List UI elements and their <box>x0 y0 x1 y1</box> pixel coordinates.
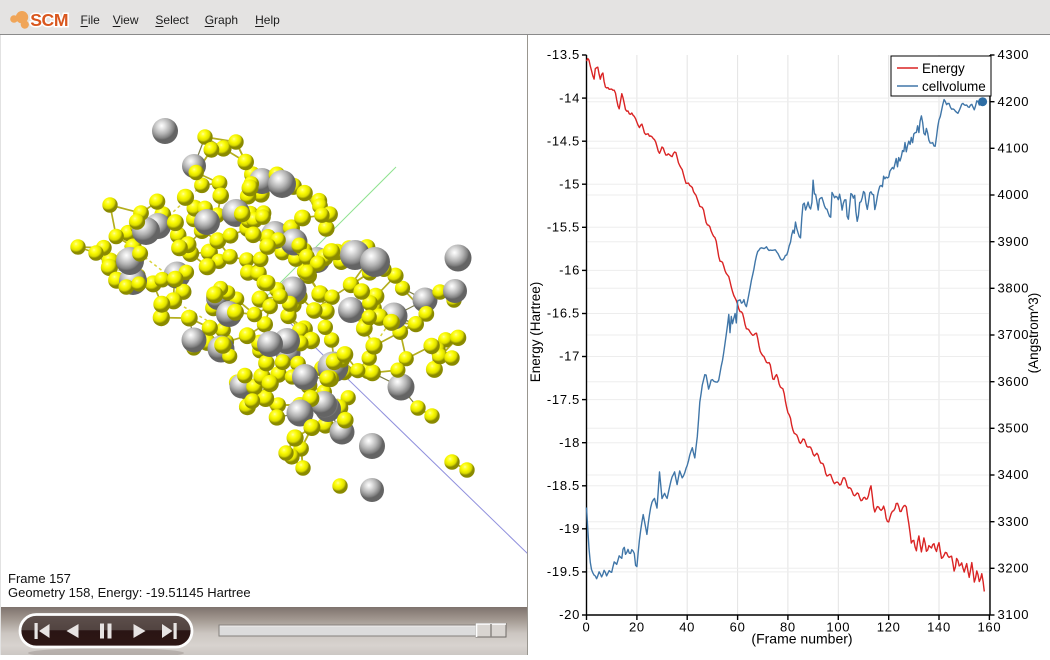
svg-text:4300: 4300 <box>998 47 1030 62</box>
svg-text:3600: 3600 <box>998 374 1030 389</box>
svg-text:160: 160 <box>978 620 1002 635</box>
svg-text:Energy (Hartree): Energy (Hartree) <box>529 282 543 383</box>
svg-text:3700: 3700 <box>998 327 1030 342</box>
svg-text:4000: 4000 <box>998 187 1030 202</box>
svg-text:-13.5: -13.5 <box>547 47 580 62</box>
svg-text:60: 60 <box>730 620 746 635</box>
svg-text:4100: 4100 <box>998 141 1030 156</box>
svg-text:3100: 3100 <box>998 607 1030 622</box>
svg-text:3200: 3200 <box>998 561 1030 576</box>
svg-text:-16: -16 <box>559 263 580 278</box>
svg-text:3400: 3400 <box>998 467 1030 482</box>
svg-text:4200: 4200 <box>998 94 1030 109</box>
svg-text:-14: -14 <box>559 90 580 105</box>
svg-text:(Angstrom^3): (Angstrom^3) <box>1026 293 1041 374</box>
svg-text:-17.5: -17.5 <box>547 392 580 407</box>
svg-text:(Frame number): (Frame number) <box>751 631 852 647</box>
svg-text:-18.5: -18.5 <box>547 478 580 493</box>
svg-text:Energy: Energy <box>922 61 965 76</box>
svg-text:SCM: SCM <box>30 10 68 30</box>
svg-text:-19.5: -19.5 <box>547 564 580 579</box>
svg-text:3500: 3500 <box>998 421 1030 436</box>
svg-text:0: 0 <box>583 620 591 635</box>
svg-text:140: 140 <box>927 620 951 635</box>
svg-text:-15.5: -15.5 <box>547 220 580 235</box>
svg-text:120: 120 <box>877 620 901 635</box>
svg-text:-17: -17 <box>559 349 580 364</box>
svg-text:3900: 3900 <box>998 234 1030 249</box>
svg-text:3800: 3800 <box>998 281 1030 296</box>
svg-text:-14.5: -14.5 <box>547 133 580 148</box>
svg-text:-19: -19 <box>559 521 580 536</box>
svg-text:20: 20 <box>629 620 645 635</box>
svg-text:40: 40 <box>679 620 695 635</box>
svg-text:-15: -15 <box>559 176 580 191</box>
svg-text:-18: -18 <box>559 435 580 450</box>
svg-text:-16.5: -16.5 <box>547 306 580 321</box>
svg-text:3300: 3300 <box>998 514 1030 529</box>
svg-text:cellvolume: cellvolume <box>922 79 986 94</box>
svg-text:-20: -20 <box>559 607 580 622</box>
